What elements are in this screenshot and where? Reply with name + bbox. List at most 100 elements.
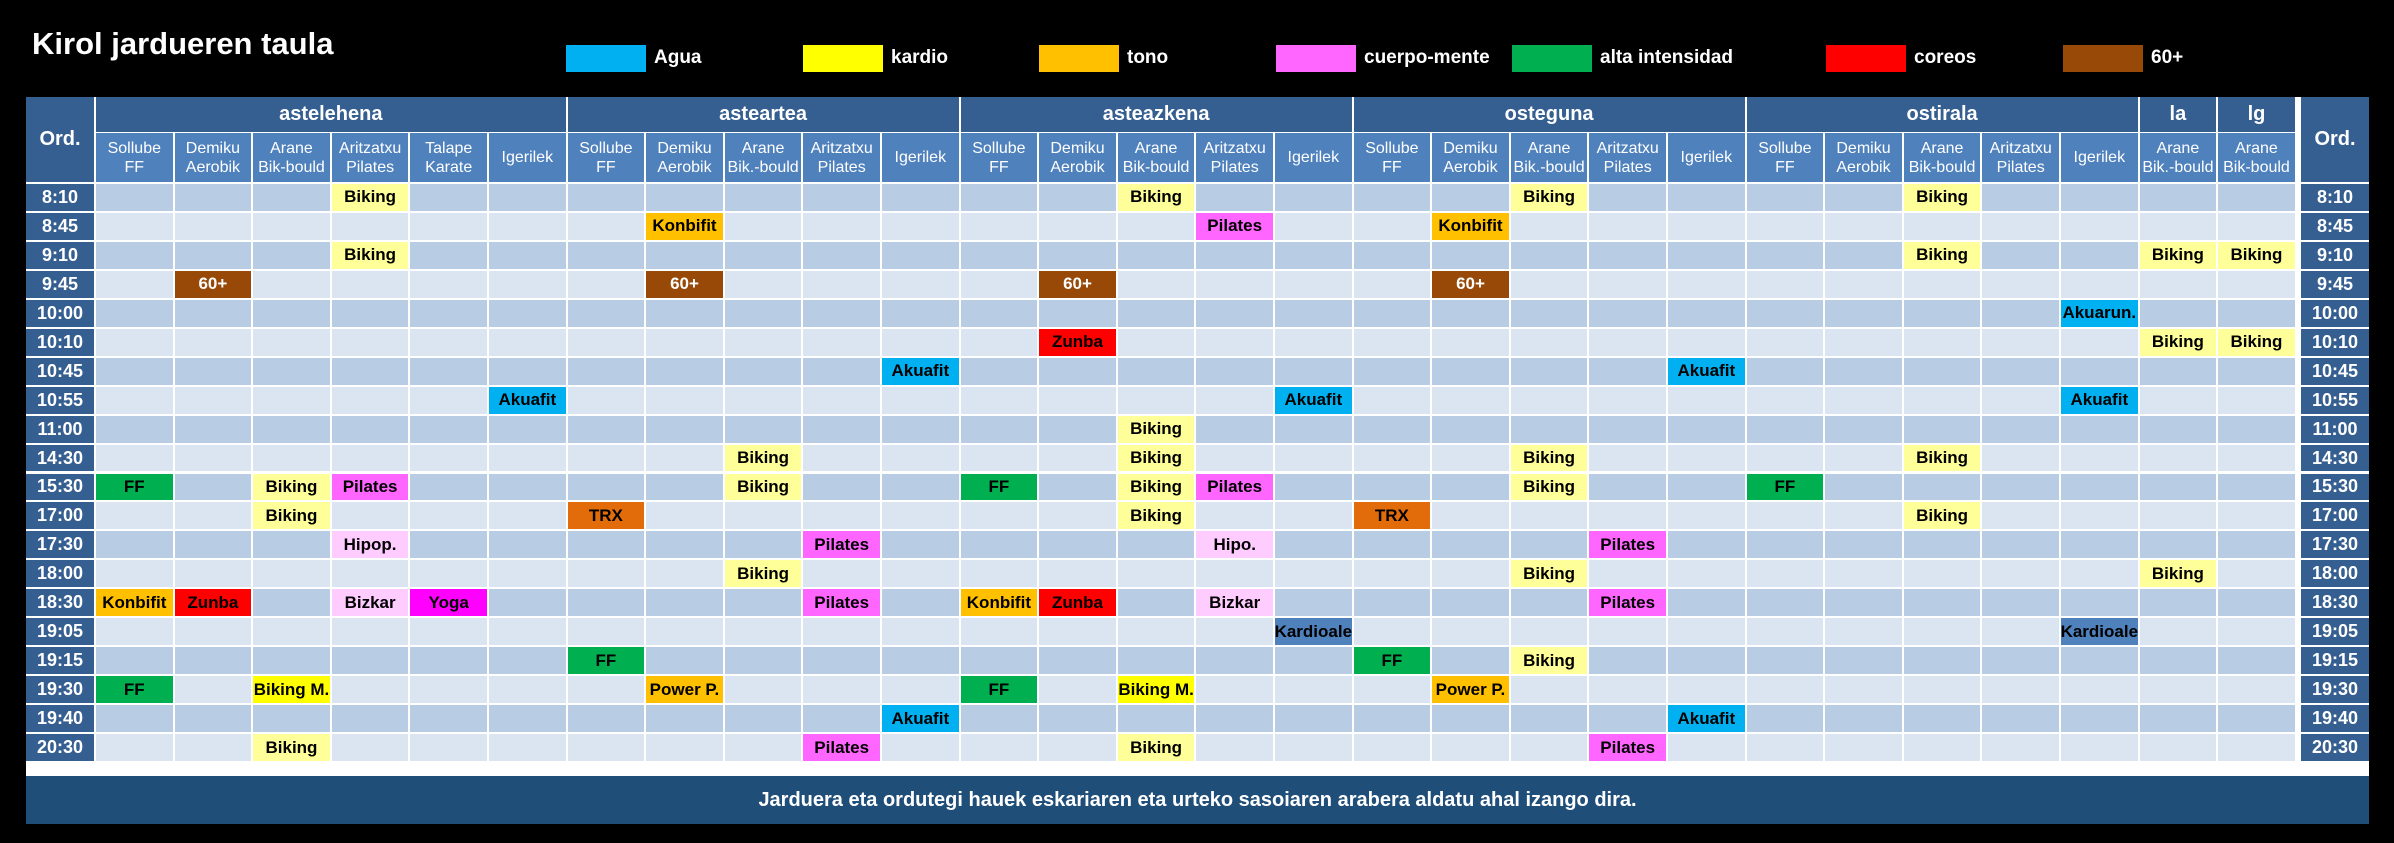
activity-cell[interactable]: Biking [253,502,330,530]
activity-cell[interactable]: Zunba [1039,589,1116,617]
grid-cell [253,299,330,327]
grid-cell [1825,531,1902,559]
activity-cell[interactable]: Biking [1117,473,1195,501]
activity-cell[interactable]: 60+ [646,270,723,298]
activity-cell[interactable]: Biking [2139,328,2217,356]
activity-cell[interactable]: Zunba [1039,328,1116,356]
activity-cell[interactable]: Bizkar [1196,589,1273,617]
activity-cell[interactable]: Akuafit [489,386,566,414]
activity-cell[interactable]: Biking [1903,444,1981,472]
activity-cell[interactable]: Biking [1117,184,1195,211]
grid-cell [489,444,566,472]
grid-cell [1982,212,2059,240]
grid-cell [331,444,409,472]
activity-cell[interactable]: Pilates [1589,531,1666,559]
activity-cell[interactable]: Kardioale [2061,618,2138,646]
activity-cell[interactable]: Biking [2139,560,2217,588]
activity-cell[interactable]: Biking [1903,241,1981,269]
activity-cell[interactable]: FF [1746,473,1824,501]
activity-cell[interactable]: Biking [724,560,802,588]
activity-cell[interactable]: Pilates [1196,212,1273,240]
grid-cell [724,705,802,733]
activity-cell[interactable]: Biking [1903,502,1981,530]
activity-cell[interactable]: Akuafit [2061,386,2138,414]
activity-cell[interactable]: Biking M. [253,676,330,704]
activity-cell[interactable]: Biking [1117,415,1195,443]
activity-cell[interactable]: Biking [1510,184,1588,211]
activity-cell[interactable]: Biking [1117,502,1195,530]
grid-cell [1353,212,1431,240]
grid-cell [882,270,959,298]
activity-cell[interactable]: Pilates [803,531,880,559]
grid-cell [1117,357,1195,385]
grid-cell [646,299,723,327]
activity-cell[interactable]: Pilates [803,734,880,761]
activity-cell[interactable]: Biking [253,734,330,761]
activity-cell[interactable]: Konbifit [96,589,173,617]
activity-cell[interactable]: Biking [1510,647,1588,675]
activity-cell[interactable]: Konbifit [1432,212,1509,240]
grid-cell [1353,676,1431,704]
activity-cell[interactable]: Pilates [331,473,409,501]
activity-cell[interactable]: Biking [724,473,802,501]
activity-cell[interactable]: Biking [331,241,409,269]
activity-cell[interactable]: Zunba [174,589,252,617]
activity-cell[interactable]: Akuafit [1668,705,1745,733]
activity-cell[interactable]: Konbifit [960,589,1038,617]
grid-cell [1510,357,1588,385]
activity-cell[interactable]: 60+ [1432,270,1509,298]
activity-cell[interactable]: Hipo. [1196,531,1273,559]
activity-cell[interactable]: FF [960,473,1038,501]
activity-cell[interactable]: Biking M. [1117,676,1195,704]
activity-cell[interactable]: Biking [2139,241,2217,269]
grid-cell [96,618,173,646]
activity-cell[interactable]: Kardioale [1275,618,1352,646]
activity-cell[interactable]: FF [960,676,1038,704]
grid-cell [567,705,645,733]
activity-cell[interactable]: Biking [1117,734,1195,761]
activity-cell[interactable]: Akuarun. [2061,299,2138,327]
activity-cell[interactable]: Pilates [1589,589,1666,617]
grid-cell [2061,241,2138,269]
grid-cell [410,386,487,414]
activity-cell[interactable]: 60+ [174,270,252,298]
activity-cell[interactable]: Biking [1510,560,1588,588]
activity-cell[interactable]: TRX [567,502,645,530]
grid-cell [1353,705,1431,733]
column-header-line: Bik.-bould [1513,158,1585,176]
activity-cell[interactable]: Pilates [803,589,880,617]
grid-cell [1589,357,1666,385]
grid-cell [489,357,566,385]
activity-cell[interactable]: Akuafit [882,357,959,385]
activity-cell[interactable]: Biking [724,444,802,472]
time-label-left: 19:15 [26,647,94,675]
activity-cell[interactable]: Biking [1510,444,1588,472]
activity-cell[interactable]: Bizkar [331,589,409,617]
activity-cell[interactable]: Biking [1903,184,1981,211]
activity-cell[interactable]: Akuafit [882,705,959,733]
activity-cell[interactable]: Biking [2218,328,2295,356]
activity-cell[interactable]: Yoga [410,589,487,617]
activity-cell[interactable]: FF [1353,647,1431,675]
activity-cell[interactable]: Biking [2218,241,2295,269]
activity-cell[interactable]: Biking [1117,444,1195,472]
grid-cell [1432,618,1509,646]
activity-cell[interactable]: Pilates [1589,734,1666,761]
activity-cell[interactable]: Akuafit [1275,386,1352,414]
grid-cell [960,415,1038,443]
activity-cell[interactable]: TRX [1353,502,1431,530]
activity-cell[interactable]: Akuafit [1668,357,1745,385]
grid-cell [2061,647,2138,675]
activity-cell[interactable]: FF [96,473,173,501]
activity-cell[interactable]: Power P. [646,676,723,704]
activity-cell[interactable]: Konbifit [646,212,723,240]
activity-cell[interactable]: Biking [253,473,330,501]
activity-cell[interactable]: Pilates [1196,473,1273,501]
activity-cell[interactable]: Power P. [1432,676,1509,704]
activity-cell[interactable]: 60+ [1039,270,1116,298]
activity-cell[interactable]: FF [96,676,173,704]
activity-cell[interactable]: Biking [1510,473,1588,501]
activity-cell[interactable]: FF [567,647,645,675]
activity-cell[interactable]: Hipop. [331,531,409,559]
activity-cell[interactable]: Biking [331,184,409,211]
